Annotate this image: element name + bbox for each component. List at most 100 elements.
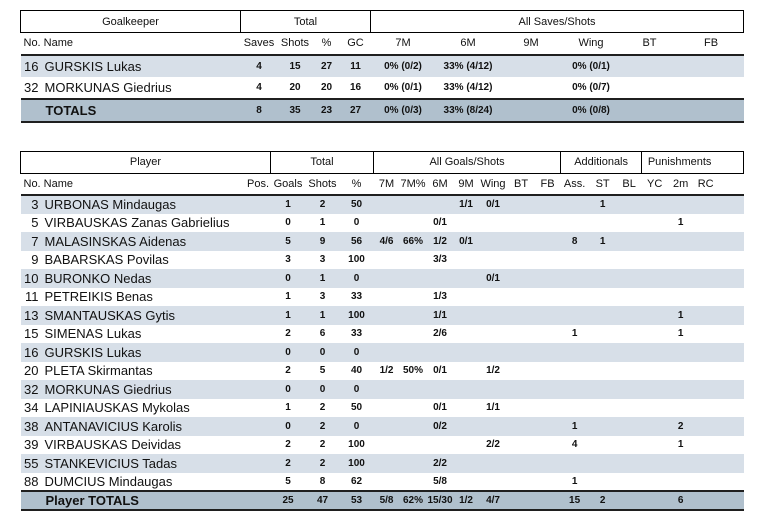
stat-cell bbox=[668, 269, 694, 288]
stat-cell bbox=[479, 417, 508, 436]
stat-cell bbox=[535, 399, 561, 418]
stat-cell bbox=[246, 232, 271, 251]
name-cell: 11 PETREIKIS Benas bbox=[21, 288, 246, 307]
stat-cell: 1 bbox=[285, 291, 291, 303]
table-row: 11 PETREIKIS Benas 1 3 33 1/3 bbox=[21, 288, 744, 307]
stat-cell: 0 bbox=[353, 272, 360, 284]
stat-cell: 3 bbox=[319, 291, 326, 303]
stat-cell bbox=[561, 288, 589, 307]
stat-cell: 1/1 bbox=[459, 199, 473, 211]
stat-cell: 20 bbox=[320, 81, 333, 93]
col-shots: Shots bbox=[305, 173, 340, 196]
stat-cell bbox=[694, 454, 744, 473]
stat-cell: 0 bbox=[353, 217, 360, 229]
stat-cell bbox=[621, 55, 679, 77]
stat-cell: 33 bbox=[350, 328, 363, 340]
stat-cell bbox=[245, 490, 271, 511]
stat-cell: 0% (0/1) bbox=[572, 60, 610, 72]
stat-cell bbox=[508, 195, 535, 214]
stat-cell bbox=[617, 306, 642, 325]
stat-cell: 40 bbox=[350, 365, 363, 377]
col-wing: Wing bbox=[478, 173, 508, 196]
stat-cell: 1/3 bbox=[433, 291, 447, 303]
stat-cell bbox=[427, 380, 454, 399]
table-row: 3 URBONAS Mindaugas 1 2 50 1/1 0/1 1 bbox=[20, 195, 744, 214]
stat-cell bbox=[694, 288, 744, 307]
stat-cell: 2 bbox=[319, 402, 326, 414]
stat-cell bbox=[642, 343, 668, 362]
player-name: URBONAS Mindaugas bbox=[44, 197, 177, 213]
stat-cell: 1 bbox=[285, 309, 291, 321]
stat-cell: 1 bbox=[677, 217, 684, 229]
stat-cell bbox=[400, 454, 427, 473]
group-goalkeeper: Goalkeeper bbox=[20, 10, 241, 33]
jersey-number: 7 bbox=[31, 233, 39, 249]
stat-cell bbox=[508, 343, 535, 362]
stat-cell bbox=[246, 306, 271, 325]
stat-cell bbox=[400, 251, 427, 270]
stat-cell bbox=[535, 251, 561, 270]
stat-cell bbox=[589, 417, 617, 436]
jersey-number: 88 bbox=[24, 473, 39, 489]
name-cell: 5 VIRBAUSKAS Zanas Gabrielius bbox=[21, 214, 246, 233]
stat-cell: 6 bbox=[667, 490, 694, 511]
stat-cell: 1 bbox=[319, 272, 326, 284]
stat-cell bbox=[642, 454, 668, 473]
stat-cell bbox=[617, 343, 642, 362]
stat-cell: 15 bbox=[289, 60, 301, 72]
stat-cell bbox=[561, 195, 589, 214]
stat-cell: 1 bbox=[677, 439, 684, 451]
stat-cell bbox=[508, 232, 535, 251]
stat-cell bbox=[668, 251, 694, 270]
stat-cell bbox=[642, 380, 668, 399]
stat-cell bbox=[694, 232, 744, 251]
name-cell: 3 URBONAS Mindaugas bbox=[21, 195, 246, 214]
stat-cell bbox=[535, 325, 561, 344]
name-cell: 38 ANTANAVICIUS Karolis bbox=[21, 417, 246, 436]
stat-cell: 0 bbox=[285, 420, 291, 432]
stat-cell bbox=[694, 306, 744, 325]
stat-cell bbox=[616, 490, 642, 511]
stat-cell: 4/7 bbox=[478, 490, 508, 511]
stat-cell bbox=[561, 454, 589, 473]
stat-cell bbox=[508, 399, 535, 418]
stat-cell: 2 bbox=[285, 457, 291, 469]
stat-cell: 1/1 bbox=[433, 309, 447, 321]
stat-cell: 16 bbox=[349, 81, 362, 93]
col-6m: 6M bbox=[426, 173, 454, 196]
stat-cell bbox=[694, 269, 744, 288]
stat-cell bbox=[508, 288, 535, 307]
stat-cell bbox=[454, 306, 479, 325]
table-row: 20 PLETA Skirmantas 2 5 40 1/2 50% 0/1 1/2 bbox=[21, 362, 744, 381]
table-row: 9 BABARSKAS Povilas 3 3 100 3/3 bbox=[21, 251, 744, 270]
jersey-number: 16 bbox=[24, 58, 39, 74]
stat-cell: 8 bbox=[240, 97, 278, 123]
jersey-number: 32 bbox=[24, 381, 39, 397]
stat-cell bbox=[535, 473, 561, 492]
stat-cell bbox=[694, 195, 744, 214]
stat-cell bbox=[508, 380, 535, 399]
name-cell: 16 GURSKIS Lukas bbox=[21, 55, 241, 77]
stat-cell bbox=[508, 306, 535, 325]
stat-cell bbox=[617, 288, 642, 307]
stat-cell bbox=[374, 417, 400, 436]
stat-cell: 50 bbox=[350, 199, 363, 211]
stat-cell: 2 bbox=[319, 439, 326, 451]
stat-cell: 33% (4/12) bbox=[443, 81, 493, 93]
player-name: MORKUNAS Giedrius bbox=[44, 381, 172, 397]
stat-cell: 0 bbox=[353, 383, 360, 395]
stat-cell bbox=[400, 417, 427, 436]
stat-cell bbox=[535, 436, 561, 455]
stat-cell: 66% bbox=[403, 235, 424, 247]
group-punishments: Punishments bbox=[641, 150, 745, 174]
col-no-name: No. Name bbox=[20, 173, 246, 196]
stat-cell bbox=[246, 325, 271, 344]
stat-cell: 0/2 bbox=[433, 420, 447, 432]
stat-cell bbox=[668, 195, 694, 214]
stat-cell bbox=[454, 362, 479, 381]
group-all-saves-shots: All Saves/Shots bbox=[369, 10, 745, 33]
stat-cell bbox=[589, 251, 617, 270]
player-name: PLETA Skirmantas bbox=[44, 363, 153, 379]
group-all-goals-shots: All Goals/Shots bbox=[373, 150, 561, 174]
stat-cell: 15 bbox=[560, 490, 589, 511]
